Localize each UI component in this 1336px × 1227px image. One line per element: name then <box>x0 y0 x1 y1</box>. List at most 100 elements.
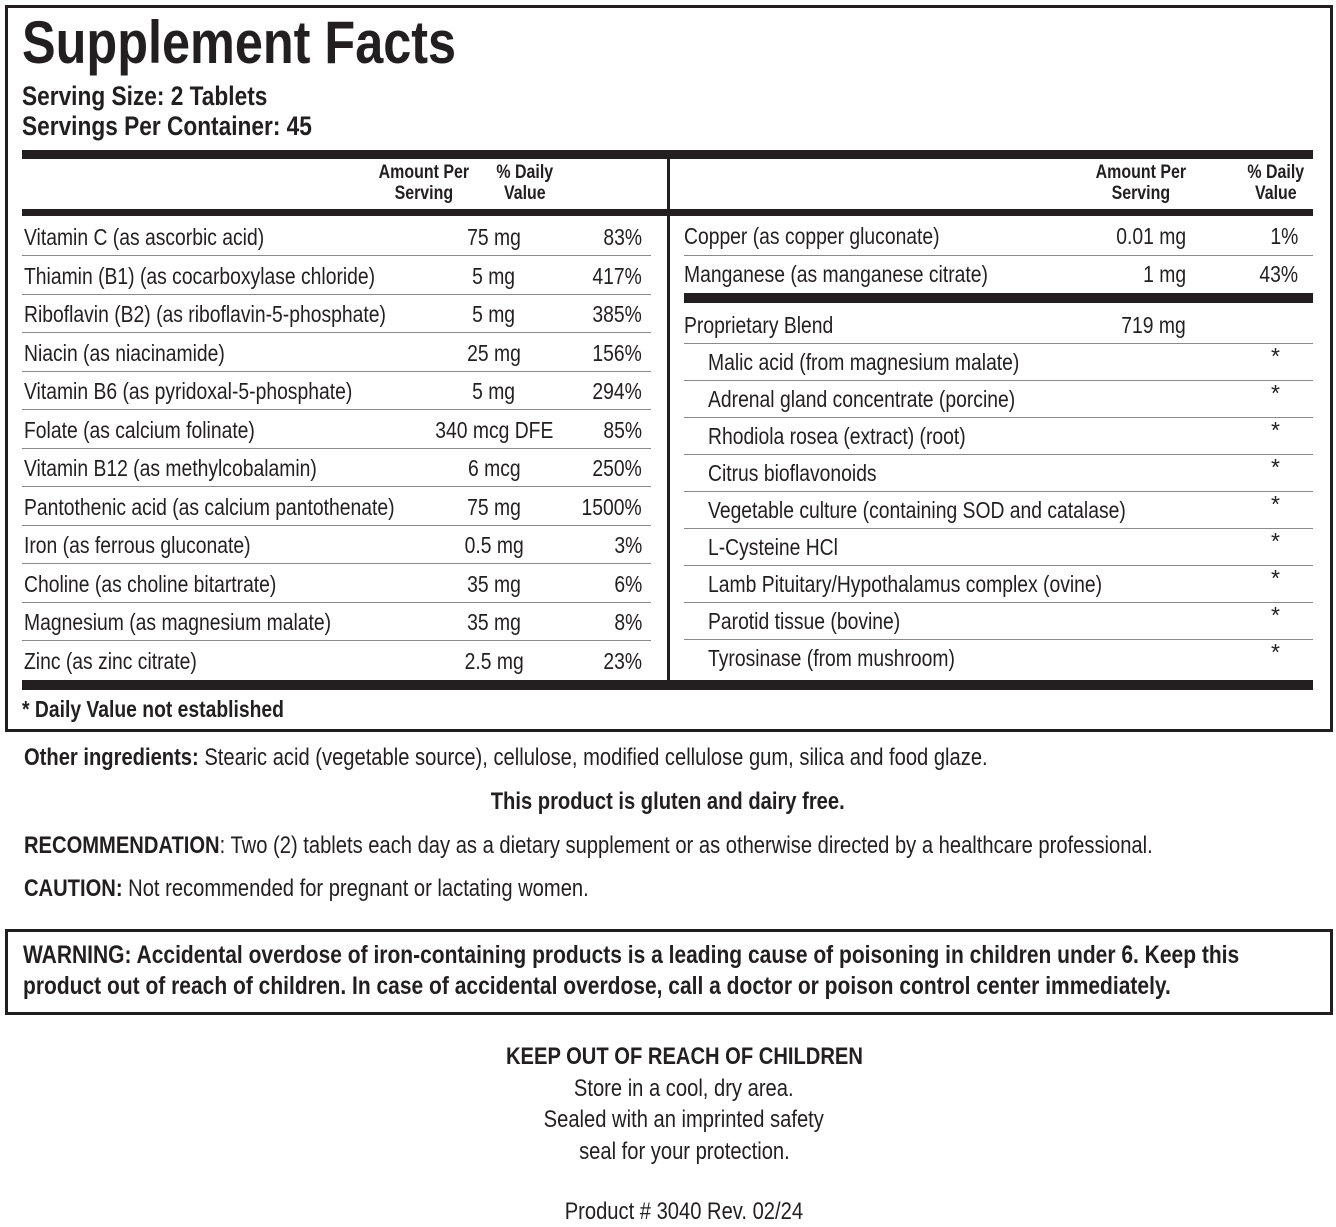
ingredient-name: Tyrosinase (from mushroom) <box>708 645 955 671</box>
blend-ingredient-row: Parotid tissue (bovine) * <box>708 602 1314 640</box>
nutrient-row: Vitamin B6 (as pyridoxal-5-phosphate) 5 … <box>24 372 651 410</box>
nutrient-row: Zinc (as zinc citrate) 2.5 mg 23% <box>24 642 651 680</box>
row-divider <box>684 380 1313 381</box>
blend-ingredient-row: L-Cysteine HCl * <box>708 528 1314 566</box>
nutrient-dv: 417% <box>592 262 642 289</box>
nutrient-name: Choline (as choline bitartrate) <box>24 570 277 597</box>
row-divider <box>22 640 651 641</box>
blend-ingredient-row: Rhodiola rosea (extract) (root) * <box>708 417 1314 455</box>
header-amount-right: Amount Per Serving <box>1095 162 1187 204</box>
row-divider <box>684 639 1313 640</box>
nutrient-row: Vitamin C (as ascorbic acid) 75 mg 83% <box>24 218 651 256</box>
ingredient-dv: * <box>1271 528 1280 554</box>
blend-ingredient-row: Tyrosinase (from mushroom) * <box>708 639 1314 677</box>
row-divider <box>684 565 1313 566</box>
nutrient-amount: 35 mg <box>467 570 521 597</box>
nutrient-amount: 75 mg <box>467 493 521 520</box>
nutrient-amount: 0.5 mg <box>464 532 524 558</box>
header-dv-left: % Daily Value <box>496 162 554 204</box>
row-divider <box>684 528 1313 529</box>
storage-info: KEEP OUT OF REACH OF CHILDREN Store in a… <box>505 1043 863 1165</box>
nutrient-row: Folate (as calcium folinate) 340 mcg DFE… <box>24 411 651 449</box>
thick-divider-bottom <box>22 680 1313 690</box>
nutrient-dv: 1500% <box>581 493 642 520</box>
row-divider <box>684 255 1313 256</box>
blend-name: Proprietary Blend <box>684 312 834 338</box>
nutrient-name: Vitamin C (as ascorbic acid) <box>24 224 265 250</box>
supplement-facts-panel <box>5 5 1333 732</box>
serving-size: Serving Size: 2 Tablets <box>22 81 268 111</box>
servings-per-container: Servings Per Container: 45 <box>22 111 312 141</box>
row-divider <box>684 454 1313 455</box>
nutrient-row: Niacin (as niacinamide) 25 mg 156% <box>24 334 651 372</box>
nutrient-row: Vitamin B12 (as methylcobalamin) 6 mcg 2… <box>24 449 651 487</box>
nutrient-name: Vitamin B12 (as methylcobalamin) <box>24 455 317 481</box>
nutrient-name: Magnesium (as magnesium malate) <box>24 609 332 635</box>
nutrient-row: Choline (as choline bitartrate) 35 mg 6% <box>24 565 651 603</box>
nutrient-dv: 250% <box>592 455 642 481</box>
ingredient-name: Malic acid (from magnesium malate) <box>708 349 1020 375</box>
product-number: Product # 3040 Rev. 02/24 <box>564 1198 804 1225</box>
other-ingredients: Other ingredients: Stearic acid (vegetab… <box>24 744 988 771</box>
nutrient-amount: 75 mg <box>467 224 521 250</box>
row-divider <box>684 602 1313 603</box>
row-divider <box>22 255 651 256</box>
row-divider <box>22 447 651 449</box>
ingredient-dv: * <box>1271 380 1280 406</box>
nutrient-dv: 85% <box>603 416 642 443</box>
ingredient-dv: * <box>1271 417 1280 443</box>
ingredient-name: Rhodiola rosea (extract) (root) <box>708 423 966 449</box>
mineral-row: Copper (as copper gluconate) 0.01 mg 1% <box>684 217 1314 255</box>
mineral-dv: 1% <box>1270 223 1298 249</box>
blend-ingredient-row: Malic acid (from magnesium malate) * <box>708 343 1314 381</box>
row-divider <box>22 293 651 295</box>
proprietary-blend-row: Proprietary Blend 719 mg <box>684 306 1314 344</box>
nutrient-amount: 25 mg <box>467 339 521 366</box>
nutrient-row: Riboflavin (B2) (as riboflavin-5-phospha… <box>24 295 651 333</box>
ingredient-dv: * <box>1271 602 1280 628</box>
nutrient-name: Thiamin (B1) (as cocarboxylase chloride) <box>24 262 376 289</box>
nutrient-amount: 5 mg <box>472 301 516 327</box>
row-divider <box>22 409 651 410</box>
nutrient-dv: 83% <box>603 224 642 250</box>
nutrient-dv: 294% <box>592 378 642 404</box>
caution: CAUTION: Not recommended for pregnant or… <box>24 875 589 902</box>
blend-amount: 719 mg <box>1121 312 1186 338</box>
nutrient-amount: 2.5 mg <box>464 647 524 674</box>
ingredient-name: Adrenal gland concentrate (porcine) <box>708 386 1016 412</box>
nutrient-amount: 6 mcg <box>467 455 521 481</box>
nutrient-dv: 156% <box>592 339 642 366</box>
nutrient-dv: 385% <box>592 301 642 327</box>
row-divider <box>22 524 651 526</box>
warning-text: WARNING: Accidental overdose of iron-con… <box>23 941 1240 1000</box>
mineral-name: Copper (as copper gluconate) <box>684 223 940 249</box>
row-divider <box>22 486 651 487</box>
nutrient-name: Zinc (as zinc citrate) <box>24 647 197 674</box>
nutrient-amount: 35 mg <box>467 609 521 635</box>
nutrient-row: Pantothenic acid (as calcium pantothenat… <box>24 488 651 526</box>
ingredient-dv: * <box>1271 343 1280 369</box>
ingredient-dv: * <box>1271 639 1280 665</box>
nutrient-row: Magnesium (as magnesium malate) 35 mg 8% <box>24 603 651 641</box>
nutrient-amount: 340 mcg DFE <box>435 416 554 443</box>
nutrient-name: Pantothenic acid (as calcium pantothenat… <box>24 493 395 520</box>
nutrient-dv: 3% <box>614 532 642 558</box>
nutrient-dv: 23% <box>603 647 642 674</box>
nutrient-name: Iron (as ferrous gluconate) <box>24 532 251 558</box>
ingredient-name: Citrus bioflavonoids <box>708 460 877 486</box>
blend-ingredient-row: Vegetable culture (containing SOD and ca… <box>708 491 1314 529</box>
thick-divider-blend <box>684 293 1313 303</box>
ingredient-dv: * <box>1271 491 1280 517</box>
nutrient-name: Folate (as calcium folinate) <box>24 416 255 443</box>
panel-title: Supplement Facts <box>22 9 457 76</box>
blend-ingredient-row: Adrenal gland concentrate (porcine) * <box>708 380 1314 418</box>
nutrient-name: Niacin (as niacinamide) <box>24 339 225 366</box>
ingredient-name: Lamb Pituitary/Hypothalamus complex (ovi… <box>708 571 1103 597</box>
footnote: * Daily Value not established <box>22 696 284 722</box>
recommendation: RECOMMENDATION: Two (2) tablets each day… <box>24 832 1153 859</box>
nutrient-amount: 5 mg <box>472 262 516 289</box>
blend-ingredient-row: Citrus bioflavonoids * <box>708 454 1314 492</box>
nutrient-row: Thiamin (B1) (as cocarboxylase chloride)… <box>24 257 651 295</box>
ingredient-name: Parotid tissue (bovine) <box>708 608 901 634</box>
warning-box <box>5 929 1333 1015</box>
